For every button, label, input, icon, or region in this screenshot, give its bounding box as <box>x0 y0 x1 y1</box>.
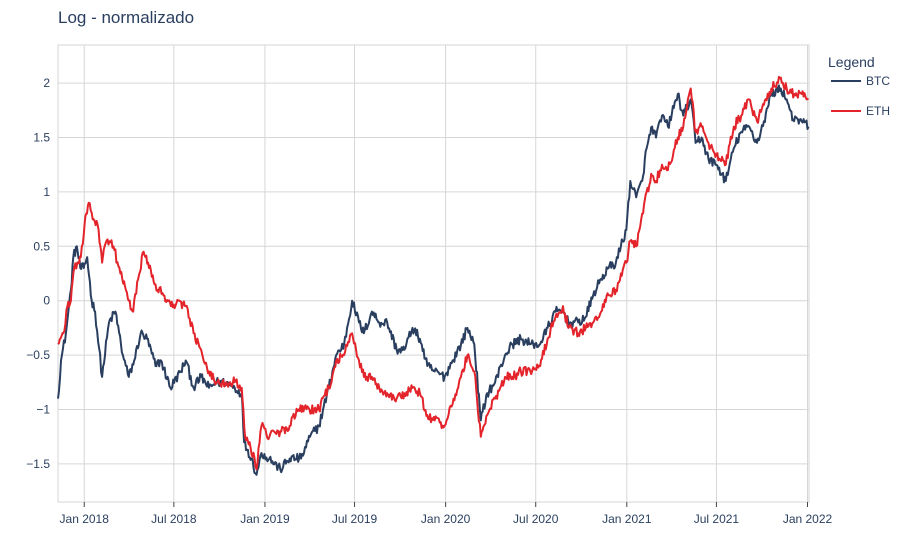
series-line-btc[interactable] <box>57 84 810 476</box>
legend[interactable]: Legend BTC ETH <box>828 54 890 118</box>
legend-label: BTC <box>866 74 890 88</box>
plot-frame <box>57 44 810 503</box>
y-axis-ticks: −1.5 −1 −0.5 0 0.5 1 1.5 2 <box>26 76 50 471</box>
x-tick-label: Jan 2022 <box>783 512 833 526</box>
series-line-eth[interactable] <box>57 75 809 471</box>
y-tick-label: 0.5 <box>33 239 50 253</box>
x-tick-label: Jan 2021 <box>602 512 652 526</box>
x-tick-label: Jul 2018 <box>151 512 197 526</box>
y-tick-label: −0.5 <box>26 348 50 362</box>
x-tick-label: Jan 2019 <box>240 512 290 526</box>
y-tick-label: 1.5 <box>33 130 50 144</box>
x-axis-ticks: Jan 2018 Jul 2018 Jan 2019 Jul 2019 Jan 2020… <box>60 502 833 526</box>
y-tick-label: 2 <box>43 76 50 90</box>
legend-items[interactable]: BTC ETH <box>831 74 890 118</box>
plot-area <box>57 44 810 503</box>
x-tick-label: Jan 2020 <box>421 512 471 526</box>
x-tick-label: Jul 2020 <box>513 512 559 526</box>
y-tick-label: −1 <box>36 403 50 417</box>
y-tick-label: −1.5 <box>26 457 50 471</box>
legend-title: Legend <box>828 54 875 70</box>
chart-title: Log - normalizado <box>58 8 194 27</box>
x-tick-label: Jul 2021 <box>694 512 740 526</box>
x-tick-label: Jul 2019 <box>332 512 378 526</box>
legend-label: ETH <box>866 104 890 118</box>
y-tick-label: 0 <box>43 294 50 308</box>
y-gridlines <box>58 82 809 465</box>
legend-item-eth[interactable]: ETH <box>831 104 890 118</box>
legend-item-btc[interactable]: BTC <box>831 74 890 88</box>
series-layer <box>57 75 810 476</box>
x-tick-label: Jan 2018 <box>60 512 110 526</box>
y-tick-label: 1 <box>43 185 50 199</box>
